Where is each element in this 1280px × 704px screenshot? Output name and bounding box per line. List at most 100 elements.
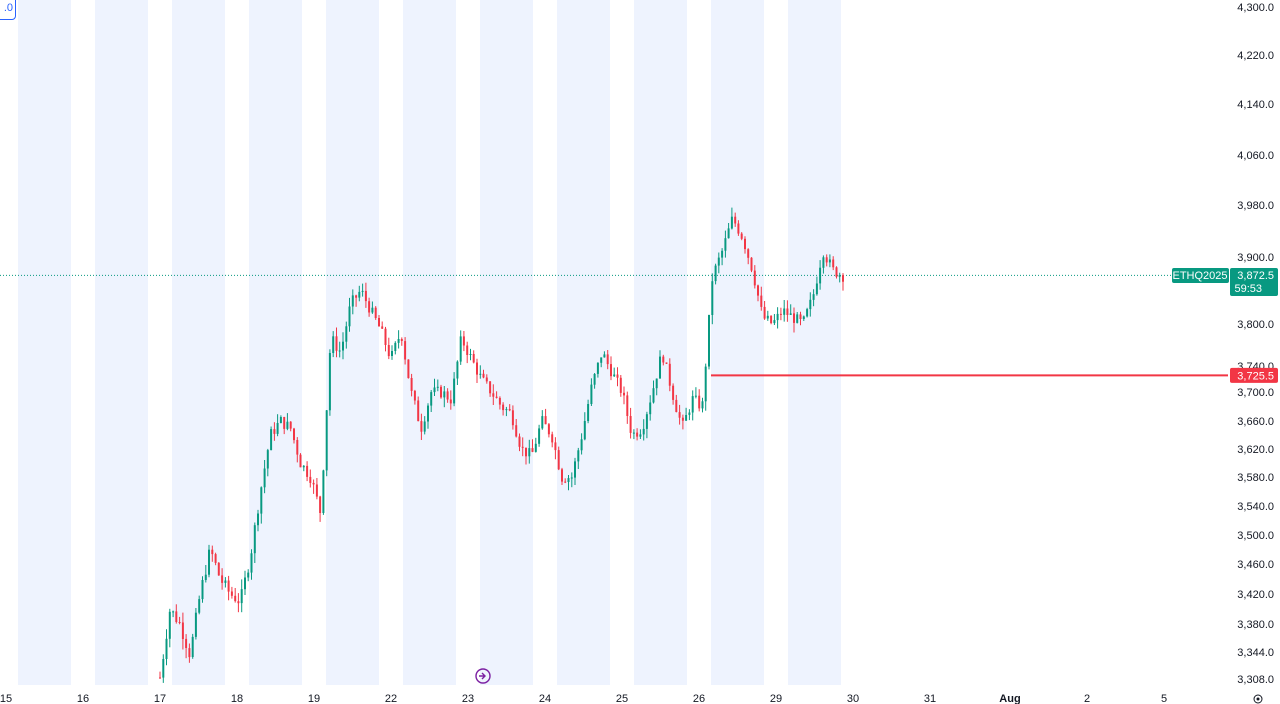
- candle: [312, 479, 315, 494]
- price-tick-label: 3,580.0: [1237, 472, 1274, 484]
- candle: [623, 386, 625, 405]
- session-band: [249, 0, 302, 685]
- candle: [413, 389, 416, 405]
- symbol-badge[interactable]: ETHQ2025: [1172, 268, 1229, 283]
- candle: [698, 389, 701, 412]
- candle: [293, 427, 295, 444]
- candle: [296, 437, 299, 463]
- candle: [649, 395, 652, 421]
- candle: [446, 388, 449, 403]
- price-tick-label: 3,700.0: [1237, 387, 1274, 399]
- time-tick-label: 24: [539, 693, 551, 704]
- candle: [809, 292, 812, 317]
- price-tick-label: 3,980.0: [1237, 200, 1274, 212]
- candle: [417, 396, 420, 422]
- candle: [306, 461, 309, 482]
- candle: [208, 544, 210, 578]
- candle: [244, 570, 246, 595]
- candle: [263, 460, 266, 494]
- price-tick-label: 4,220.0: [1237, 50, 1274, 62]
- candle: [443, 386, 446, 408]
- candle: [603, 351, 606, 358]
- candle: [482, 369, 485, 379]
- candle: [567, 475, 570, 491]
- price-tick-label: 3,380.0: [1237, 619, 1274, 631]
- time-tick-label: 29: [770, 693, 782, 704]
- candle: [544, 408, 547, 425]
- candle: [162, 654, 165, 683]
- candle: [580, 433, 583, 455]
- candle: [652, 380, 655, 404]
- candle: [708, 314, 710, 370]
- candle: [495, 391, 498, 399]
- candle: [159, 671, 161, 679]
- candle: [276, 414, 279, 437]
- time-axis: 15 16 17 18 19 22 23 24 25 26 29 30 31 Aug 2 5: [0, 693, 1167, 704]
- candle: [172, 610, 175, 618]
- candle: [381, 321, 384, 329]
- candle: [574, 457, 576, 485]
- candle: [645, 411, 648, 439]
- price-tick-label: 3,620.0: [1237, 444, 1274, 456]
- candle: [394, 341, 397, 355]
- settings-icon[interactable]: [1253, 694, 1263, 704]
- candle: [541, 410, 544, 430]
- time-tick-label: 19: [308, 693, 320, 704]
- candle: [799, 311, 802, 326]
- candle: [685, 407, 688, 421]
- candle: [217, 562, 220, 576]
- candle: [694, 387, 697, 399]
- candle: [511, 405, 514, 430]
- price-tick-label: 3,420.0: [1237, 589, 1274, 601]
- price-tick-label: 4,060.0: [1237, 150, 1274, 162]
- hline-price-value: 3,725.5: [1237, 370, 1274, 382]
- time-tick-label: 15: [0, 693, 12, 704]
- candle: [616, 367, 619, 387]
- price-tick-label: 3,540.0: [1237, 501, 1274, 513]
- candle: [760, 286, 763, 311]
- candle: [283, 416, 286, 435]
- price-tick-label: 3,660.0: [1237, 416, 1274, 428]
- candle: [191, 633, 194, 659]
- candle: [701, 397, 704, 413]
- candle: [472, 350, 475, 364]
- price-tick-label: 3,900.0: [1237, 252, 1274, 264]
- candle: [175, 604, 178, 624]
- session-band: [95, 0, 148, 685]
- candle: [489, 381, 492, 397]
- time-tick-label: 18: [231, 693, 243, 704]
- candle: [361, 283, 364, 297]
- candle: [629, 407, 632, 439]
- candle: [776, 307, 779, 329]
- price-axis: 4,300.0 4,220.0 4,140.0 4,060.0 3,980.0 3,900…: [1237, 2, 1274, 686]
- price-tick-label: 3,500.0: [1237, 530, 1274, 542]
- price-tick-label: 4,300.0: [1237, 2, 1274, 14]
- candle: [371, 301, 374, 314]
- replay-icon[interactable]: [475, 668, 491, 684]
- time-tick-label: 26: [693, 693, 705, 704]
- session-bands: [18, 0, 841, 685]
- candle: [430, 390, 433, 412]
- time-tick-label: 31: [924, 693, 936, 704]
- candle: [557, 446, 560, 471]
- candle: [345, 321, 348, 349]
- candle: [740, 232, 743, 241]
- candle: [194, 608, 197, 640]
- candle: [691, 390, 694, 421]
- candle: [476, 358, 478, 383]
- candle: [462, 331, 465, 352]
- candle: [335, 327, 338, 358]
- candle: [332, 331, 335, 358]
- candle: [433, 378, 436, 396]
- candle: [534, 437, 537, 453]
- candle: [459, 330, 462, 365]
- candle: [270, 426, 273, 451]
- candles: [159, 207, 844, 683]
- candle: [587, 399, 590, 424]
- candle: [168, 608, 171, 648]
- candle: [750, 257, 753, 273]
- candle: [525, 447, 527, 465]
- candle: [338, 341, 341, 358]
- candle: [342, 332, 344, 360]
